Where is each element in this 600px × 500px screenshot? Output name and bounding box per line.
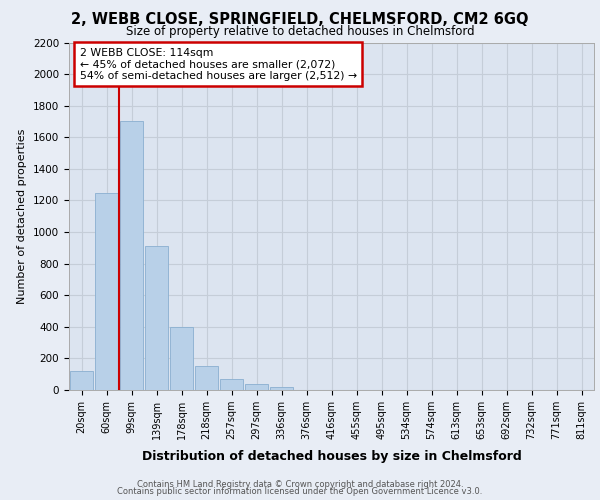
Bar (170, 327, 193, 390)
Bar (270, 387, 293, 390)
Y-axis label: Number of detached properties: Number of detached properties (17, 128, 28, 304)
Text: 2, WEBB CLOSE, SPRINGFIELD, CHELMSFORD, CM2 6GQ: 2, WEBB CLOSE, SPRINGFIELD, CHELMSFORD, … (71, 12, 529, 28)
Text: 2 WEBB CLOSE: 114sqm
← 45% of detached houses are smaller (2,072)
54% of semi-de: 2 WEBB CLOSE: 114sqm ← 45% of detached h… (79, 48, 356, 81)
Bar (195, 366, 218, 390)
Bar (95, 192, 118, 390)
Bar (120, 122, 143, 390)
Bar (70, 371, 93, 390)
Text: Contains public sector information licensed under the Open Government Licence v3: Contains public sector information licen… (118, 487, 482, 496)
Bar (245, 384, 268, 390)
Text: Contains HM Land Registry data © Crown copyright and database right 2024.: Contains HM Land Registry data © Crown c… (137, 480, 463, 489)
Bar (220, 379, 243, 390)
Text: Size of property relative to detached houses in Chelmsford: Size of property relative to detached ho… (125, 25, 475, 38)
Bar (145, 246, 168, 390)
X-axis label: Distribution of detached houses by size in Chelmsford: Distribution of detached houses by size … (142, 450, 521, 464)
